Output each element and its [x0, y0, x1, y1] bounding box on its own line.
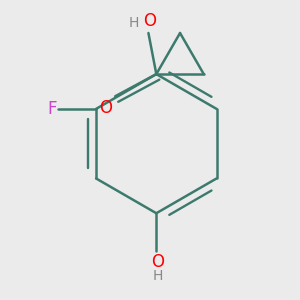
Text: O: O [99, 99, 112, 117]
Text: O: O [152, 253, 164, 271]
Text: H: H [153, 268, 163, 283]
Text: F: F [47, 100, 57, 118]
Text: H: H [129, 16, 140, 30]
Text: O: O [143, 12, 157, 30]
